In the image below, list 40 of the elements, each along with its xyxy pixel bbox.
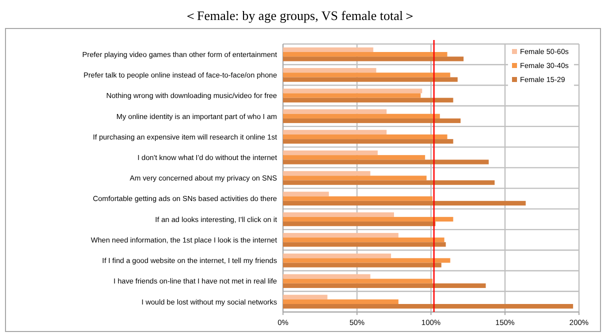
bar: [283, 200, 526, 206]
bar: [283, 88, 422, 94]
bar: [283, 212, 394, 217]
chart-title: ＜Female: by age groups, VS female total＞: [184, 8, 416, 23]
bar: [283, 118, 461, 124]
bar: [283, 222, 436, 226]
bar: [283, 160, 489, 164]
bar: [283, 130, 387, 134]
bar: [283, 98, 454, 102]
bar: [283, 150, 378, 156]
bar: [283, 299, 398, 304]
bar: [283, 176, 427, 180]
bar: [283, 294, 328, 300]
bar: [283, 232, 398, 238]
bar: [283, 278, 432, 284]
bar: [283, 242, 446, 247]
bar: [283, 274, 370, 279]
bar: [283, 180, 495, 185]
bar: [283, 192, 329, 196]
bar: [283, 47, 374, 52]
bar: [283, 93, 421, 98]
bar: [283, 68, 376, 73]
bar: [283, 134, 448, 140]
bar: [283, 109, 387, 114]
bar: [283, 114, 440, 118]
bar: [283, 283, 486, 288]
bar: [283, 258, 450, 263]
bar: [283, 262, 442, 268]
bar: [283, 254, 392, 258]
bar: [283, 216, 454, 222]
bar: [283, 304, 574, 309]
bar: [283, 155, 426, 160]
bar: [283, 171, 370, 176]
bar: [283, 238, 444, 242]
bar: [283, 72, 450, 78]
bar: [283, 56, 464, 62]
bar: [283, 139, 454, 144]
bar: [283, 196, 432, 201]
bar: [283, 77, 458, 82]
bar: [283, 52, 448, 57]
